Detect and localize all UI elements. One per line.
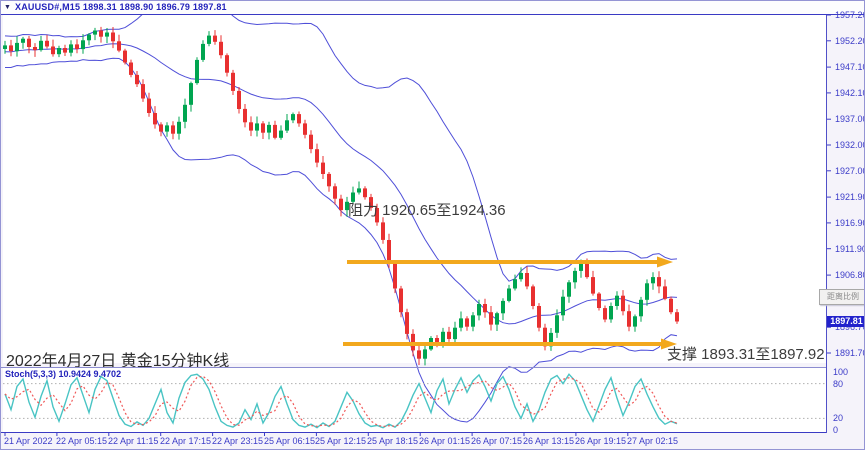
price-tick-label: 1927.00: [835, 166, 865, 176]
symbol-marker-icon: ▼: [4, 4, 11, 11]
price-tick-label: 1896.70: [835, 322, 865, 332]
price-tick-label: 1916.90: [835, 218, 865, 228]
date-caption: 2022年4月27日 黄金15分钟K线: [6, 353, 230, 370]
stochastic-panel[interactable]: [3, 368, 826, 432]
axis-tick-marks: [4, 14, 831, 436]
time-tick-label: 22 Apr 05:15: [56, 436, 108, 446]
current-price-badge: 1897.81: [827, 316, 864, 327]
price-tick-label: 1952.20: [835, 36, 865, 46]
time-tick-label: 26 Apr 19:15: [575, 436, 627, 446]
stoch-tick-label: 100: [833, 367, 849, 377]
price-tick-label: 1957.20: [835, 10, 865, 20]
time-tick-label: 25 Apr 18:15: [367, 436, 419, 446]
plot-right-border: [826, 15, 827, 433]
symbol-ohlc-title: XAUUSD#,M15 1898.31 1898.90 1896.79 1897…: [15, 2, 227, 12]
stoch-tick-label: 20: [833, 413, 844, 423]
stoch-tick-label: 0: [833, 425, 839, 435]
price-tick-label: 1921.90: [835, 192, 865, 202]
time-tick-label: 22 Apr 11:15: [108, 436, 159, 446]
chart-header: ▼ XAUUSD#,M15 1898.31 1898.90 1896.79 18…: [1, 1, 864, 15]
resistance-annotation: 阻力 1920.65至1924.36: [348, 202, 506, 219]
scale-tooltip: 距离比例: [819, 289, 864, 305]
price-tick-label: 1937.00: [835, 114, 865, 124]
time-tick-label: 26 Apr 07:15: [471, 436, 523, 446]
stoch-bottom-border: [1, 432, 827, 433]
price-tick-label: 1947.10: [835, 62, 865, 72]
price-tick-label: 1942.10: [835, 88, 865, 98]
time-tick-label: 22 Apr 23:15: [212, 436, 264, 446]
time-tick-label: 26 Apr 13:15: [523, 436, 575, 446]
price-tick-label: 1911.90: [835, 244, 865, 254]
price-tick-label: 1891.70: [835, 348, 865, 358]
time-tick-label: 22 Apr 17:15: [160, 436, 212, 446]
stoch-tick-label: 80: [833, 379, 844, 389]
price-axis[interactable]: 1957.20 1952.20 1947.10 1942.10 1937.00 1932.…: [827, 1, 865, 435]
stochastic-lines: [3, 373, 825, 429]
time-tick-label: 25 Apr 12:15: [315, 436, 367, 446]
stochastic-indicator-label: Stoch(5,3,3) 10.9424 9.4702: [5, 369, 122, 379]
candlesticks: [3, 26, 679, 366]
time-tick-label: 21 Apr 2022: [4, 436, 53, 446]
support-annotation: 支撑 1893.31至1897.92: [667, 346, 825, 363]
time-tick-label: 25 Apr 06:15: [264, 436, 316, 446]
panel-separator[interactable]: [1, 367, 827, 368]
price-tick-label: 1932.00: [835, 140, 865, 150]
price-tick-label: 1906.80: [835, 270, 865, 280]
time-tick-label: 27 Apr 02:15: [627, 436, 679, 446]
time-axis[interactable]: 21 Apr 2022 22 Apr 05:15 22 Apr 11:15 22 Ap…: [1, 434, 864, 449]
trend-arrows[interactable]: [343, 256, 677, 350]
time-tick-label: 26 Apr 01:15: [419, 436, 471, 446]
main-chart-area[interactable]: [3, 15, 826, 363]
